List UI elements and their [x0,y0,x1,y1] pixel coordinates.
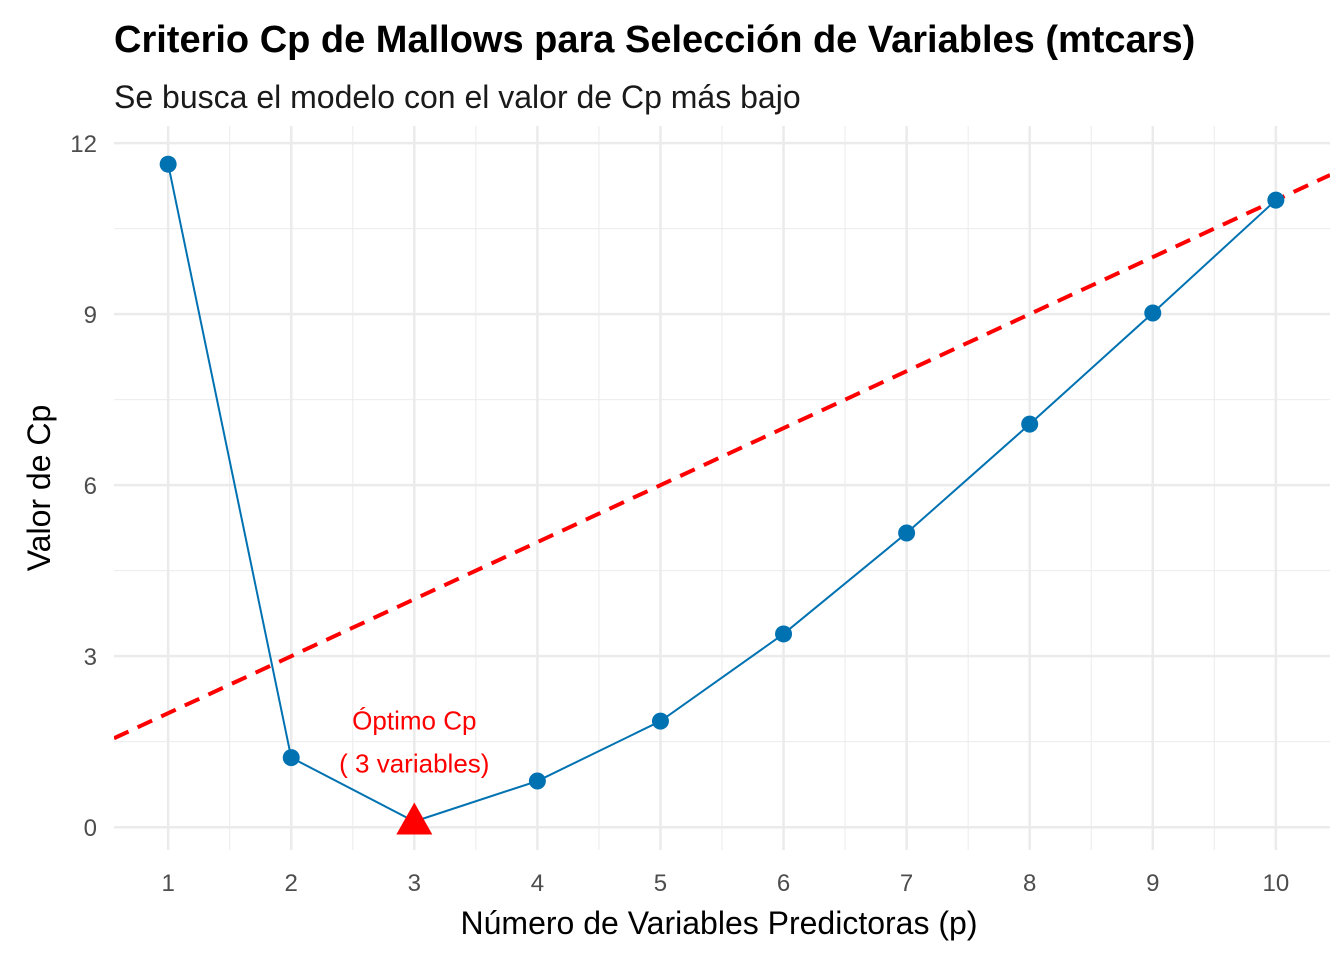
reference-dashed-line [114,173,1330,741]
y-tick-labels: 0 3 6 9 12 [70,131,97,842]
optimum-layer [396,802,433,835]
chart-title: Criterio Cp de Mallows para Selección de… [114,19,1195,61]
cp-series-line [167,163,1277,823]
y-tick-label: 6 [84,473,97,500]
x-tick-label: 8 [1023,870,1036,897]
x-tick-label: 9 [1146,870,1159,897]
x-tick-label: 3 [408,870,421,897]
cp-point [651,712,669,730]
cp-point [898,524,916,542]
cp-point [1021,415,1039,433]
x-tick-label: 5 [654,870,667,897]
minor-gridlines [114,126,1330,850]
x-tick-label: 4 [531,870,544,897]
major-gridlines [114,126,1330,850]
series-layer [167,163,1277,823]
y-tick-label: 3 [84,644,97,671]
cp-point [159,155,177,173]
y-axis-title: Valor de Cp [21,405,57,572]
chart-subtitle: Se busca el modelo con el valor de Cp má… [114,79,801,115]
reference-line-layer [114,173,1330,741]
cp-point [775,625,793,643]
optimum-annotation-line2: ( 3 variables) [339,748,489,778]
cp-point [282,749,300,767]
optimum-annotation-line1: Óptimo Cp [352,705,476,735]
x-axis-title: Número de Variables Predictoras (p) [461,905,978,941]
x-tick-labels: 1 2 3 4 5 6 7 8 9 10 [161,870,1289,897]
x-tick-label: 10 [1262,870,1289,897]
optimum-triangle-marker [396,802,433,835]
x-tick-label: 1 [161,870,174,897]
points-layer [159,155,1285,790]
cp-point [1267,191,1285,209]
x-tick-label: 6 [777,870,790,897]
y-tick-label: 0 [84,815,97,842]
cp-point [1144,304,1162,322]
cp-point [528,772,546,790]
x-tick-label: 7 [900,870,913,897]
y-tick-label: 12 [70,131,97,158]
y-tick-label: 9 [84,302,97,329]
x-tick-label: 2 [285,870,298,897]
